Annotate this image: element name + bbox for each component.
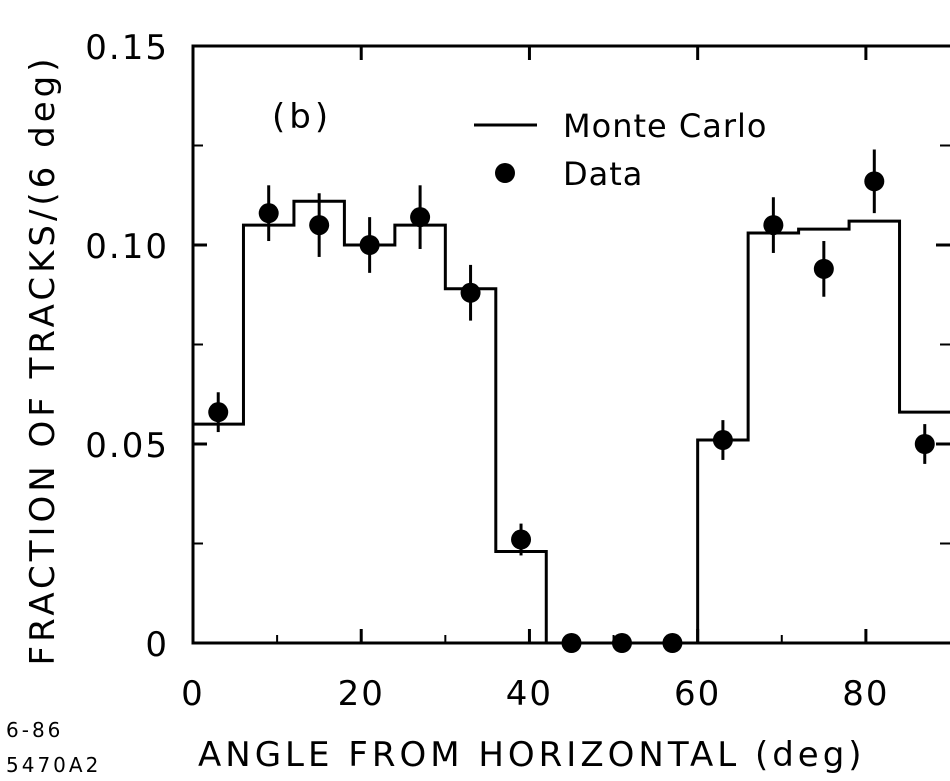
data-point	[359, 235, 380, 255]
figure-code: 5470A2	[6, 753, 101, 777]
x-tick-label: 60	[674, 674, 721, 714]
legend-point-marker	[495, 163, 515, 183]
data-point	[763, 215, 784, 236]
legend-entry-monte-carlo: Monte Carlo	[563, 107, 767, 145]
data-point	[611, 633, 632, 653]
data-point	[561, 633, 582, 653]
data-point	[410, 207, 431, 228]
x-axis-title: ANGLE FROM HORIZONTAL (deg)	[198, 735, 866, 775]
x-tick-label: 20	[338, 674, 385, 714]
data-point	[662, 633, 683, 653]
y-axis-title: FRACTION OF TRACKS/(6 deg)	[23, 55, 63, 666]
data-series	[208, 149, 935, 653]
y-tick-label: 0.05	[85, 426, 169, 466]
axis-ticks: 0 20 40 60 80 0 0.05 0.10 0.15	[85, 28, 950, 714]
data-point	[258, 203, 279, 224]
data-point	[511, 529, 532, 550]
y-tick-label: 0.10	[85, 227, 169, 267]
y-tick-label: 0	[145, 625, 169, 665]
data-point	[309, 215, 330, 236]
date-code: 6-86	[6, 718, 63, 742]
legend: Monte Carlo Data	[474, 107, 767, 193]
data-point	[460, 282, 481, 303]
y-tick-label: 0.15	[85, 28, 169, 68]
x-tick-label: 40	[506, 674, 553, 714]
data-point	[712, 430, 733, 451]
data-point	[914, 434, 935, 454]
monte-carlo-step-line	[193, 199, 950, 645]
monte-carlo-series	[193, 199, 950, 645]
panel-label: (b)	[272, 97, 332, 137]
legend-entry-data: Data	[563, 155, 643, 193]
data-point	[864, 171, 885, 192]
data-point	[813, 258, 834, 279]
x-tick-label: 0	[181, 674, 205, 714]
data-point	[208, 402, 229, 423]
x-tick-label: 80	[842, 674, 889, 714]
